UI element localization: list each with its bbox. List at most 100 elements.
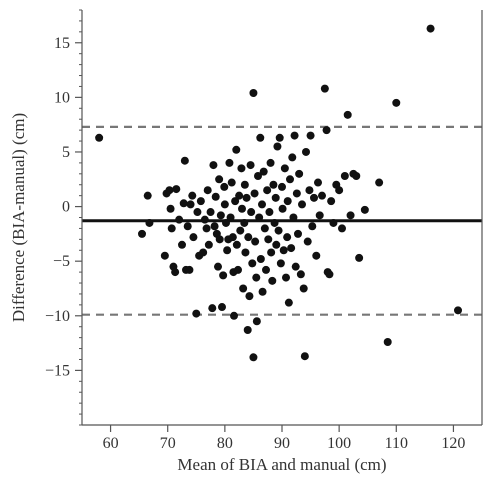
x-tick-label: 70 bbox=[160, 435, 176, 452]
data-point bbox=[290, 131, 299, 140]
data-point bbox=[286, 175, 294, 184]
data-point bbox=[338, 224, 346, 233]
data-point bbox=[188, 191, 197, 200]
data-point bbox=[249, 353, 258, 362]
data-point bbox=[254, 172, 262, 180]
data-point bbox=[303, 237, 312, 246]
data-point bbox=[266, 158, 275, 167]
data-point bbox=[167, 224, 176, 233]
data-point bbox=[248, 259, 257, 268]
data-point bbox=[308, 222, 317, 231]
data-point bbox=[270, 218, 279, 227]
data-point bbox=[211, 192, 220, 201]
data-point bbox=[160, 251, 169, 260]
data-point bbox=[258, 287, 267, 296]
data-point bbox=[240, 180, 249, 189]
data-point bbox=[292, 189, 301, 198]
data-point bbox=[215, 235, 224, 244]
data-point bbox=[340, 172, 349, 180]
data-point bbox=[239, 284, 248, 293]
y-tick-label: −5 bbox=[53, 253, 70, 270]
data-point bbox=[318, 191, 326, 200]
data-point bbox=[251, 237, 260, 246]
data-point bbox=[287, 244, 296, 253]
y-tick-label: 15 bbox=[54, 35, 70, 52]
data-point bbox=[218, 303, 226, 312]
data-point bbox=[278, 204, 287, 213]
data-point bbox=[246, 161, 255, 170]
data-point bbox=[247, 208, 256, 217]
data-point bbox=[260, 224, 269, 233]
data-point bbox=[360, 205, 369, 214]
data-point bbox=[219, 271, 228, 280]
data-point bbox=[252, 317, 261, 326]
axes bbox=[75, 9, 483, 432]
data-point bbox=[426, 24, 435, 33]
data-point bbox=[192, 309, 201, 318]
data-point bbox=[264, 235, 273, 244]
data-point bbox=[199, 248, 208, 257]
data-point bbox=[95, 133, 104, 142]
data-point bbox=[355, 253, 364, 262]
data-point bbox=[280, 164, 289, 173]
data-point bbox=[243, 325, 252, 334]
data-point bbox=[273, 142, 282, 151]
data-point bbox=[180, 156, 189, 165]
data-point bbox=[232, 240, 241, 249]
data-point bbox=[291, 262, 300, 271]
data-point bbox=[203, 186, 212, 195]
data-point bbox=[210, 222, 219, 231]
data-point bbox=[249, 89, 258, 97]
data-point bbox=[215, 175, 224, 184]
data-point bbox=[222, 218, 230, 227]
data-point bbox=[255, 213, 264, 222]
data-point bbox=[214, 262, 222, 271]
y-tick-label: 0 bbox=[62, 199, 70, 216]
data-point bbox=[278, 182, 286, 191]
data-point bbox=[183, 222, 192, 231]
data-point bbox=[237, 164, 246, 173]
data-point bbox=[216, 211, 225, 220]
data-point bbox=[238, 204, 246, 213]
x-tick-label: 120 bbox=[441, 435, 465, 452]
data-point bbox=[172, 185, 181, 194]
data-point bbox=[289, 213, 298, 222]
data-point bbox=[383, 338, 392, 346]
data-point bbox=[272, 240, 281, 249]
data-point bbox=[279, 246, 288, 255]
data-point bbox=[265, 208, 274, 217]
data-point bbox=[310, 193, 318, 202]
data-point bbox=[185, 265, 194, 274]
data-point bbox=[294, 229, 302, 238]
y-tick-label: −15 bbox=[45, 362, 70, 379]
data-point bbox=[322, 126, 331, 135]
data-point bbox=[283, 233, 292, 242]
data-point bbox=[269, 180, 278, 189]
data-point bbox=[223, 246, 232, 255]
data-point bbox=[335, 186, 344, 195]
data-point bbox=[325, 270, 334, 279]
data-point bbox=[343, 110, 352, 119]
data-point bbox=[196, 197, 205, 206]
data-point bbox=[315, 211, 324, 220]
data-point bbox=[230, 311, 238, 320]
data-point bbox=[314, 178, 322, 187]
data-point bbox=[352, 172, 361, 180]
data-point bbox=[258, 200, 266, 209]
data-point bbox=[283, 197, 292, 206]
data-point bbox=[300, 352, 309, 361]
data-point bbox=[138, 229, 146, 238]
data-point bbox=[252, 273, 261, 282]
data-point bbox=[306, 131, 315, 140]
data-point bbox=[274, 226, 283, 235]
data-point bbox=[298, 200, 306, 209]
data-point bbox=[284, 298, 293, 307]
data-point bbox=[320, 84, 329, 93]
data-point bbox=[327, 197, 336, 206]
data-point bbox=[225, 158, 234, 167]
data-point bbox=[454, 306, 462, 315]
data-point bbox=[179, 199, 188, 208]
data-point bbox=[186, 200, 195, 209]
data-point bbox=[220, 200, 229, 209]
